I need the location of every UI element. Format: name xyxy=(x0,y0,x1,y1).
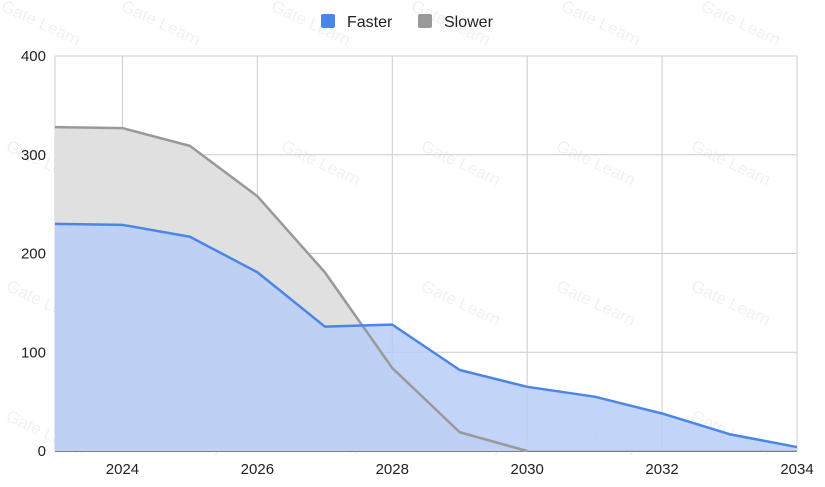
y-tick-label: 200 xyxy=(21,246,46,263)
watermark-text: Gate Learn xyxy=(698,0,783,50)
x-tick-label: 2032 xyxy=(645,461,678,478)
legend: Faster Slower xyxy=(321,14,494,31)
series-lines xyxy=(54,125,798,453)
y-tick-label: 100 xyxy=(21,344,46,361)
watermark-text: Gate Learn xyxy=(118,0,203,50)
watermark-text: Gate Learn xyxy=(268,0,353,50)
series-areas xyxy=(55,127,797,451)
watermark-text: Gate Learn xyxy=(558,0,643,50)
watermark-text: Gate Learn xyxy=(553,276,638,329)
x-tick-label: 2026 xyxy=(241,461,274,478)
watermark-text: Gate Learn xyxy=(418,136,503,189)
watermark-text: Gate Learn xyxy=(553,136,638,189)
watermark-text: Gate Learn xyxy=(688,276,773,329)
x-tick-label: 2030 xyxy=(510,461,543,478)
x-tick-label: 2034 xyxy=(780,461,813,478)
legend-label-slower: Slower xyxy=(444,14,494,31)
legend-swatch-slower xyxy=(418,14,432,28)
watermark-text: Gate Learn xyxy=(688,136,773,189)
x-tick-label: 2028 xyxy=(376,461,409,478)
area-faster xyxy=(55,223,797,451)
watermark-text: Gate Learn xyxy=(0,0,83,50)
watermark-text: Gate Learn xyxy=(278,136,363,189)
line-faster xyxy=(54,222,798,449)
line-slower xyxy=(54,125,528,453)
y-tick-label: 300 xyxy=(21,147,46,164)
legend-label-faster: Faster xyxy=(347,14,393,31)
legend-swatch-faster xyxy=(321,14,335,28)
y-tick-label: 400 xyxy=(21,48,46,65)
y-tick-label: 0 xyxy=(38,443,46,460)
watermark-text: Gate Learn xyxy=(418,276,503,329)
x-tick-label: 2024 xyxy=(106,461,139,478)
axes: 0 100 200 300 400 2024 2026 2028 2030 2032 2034 xyxy=(21,48,814,478)
